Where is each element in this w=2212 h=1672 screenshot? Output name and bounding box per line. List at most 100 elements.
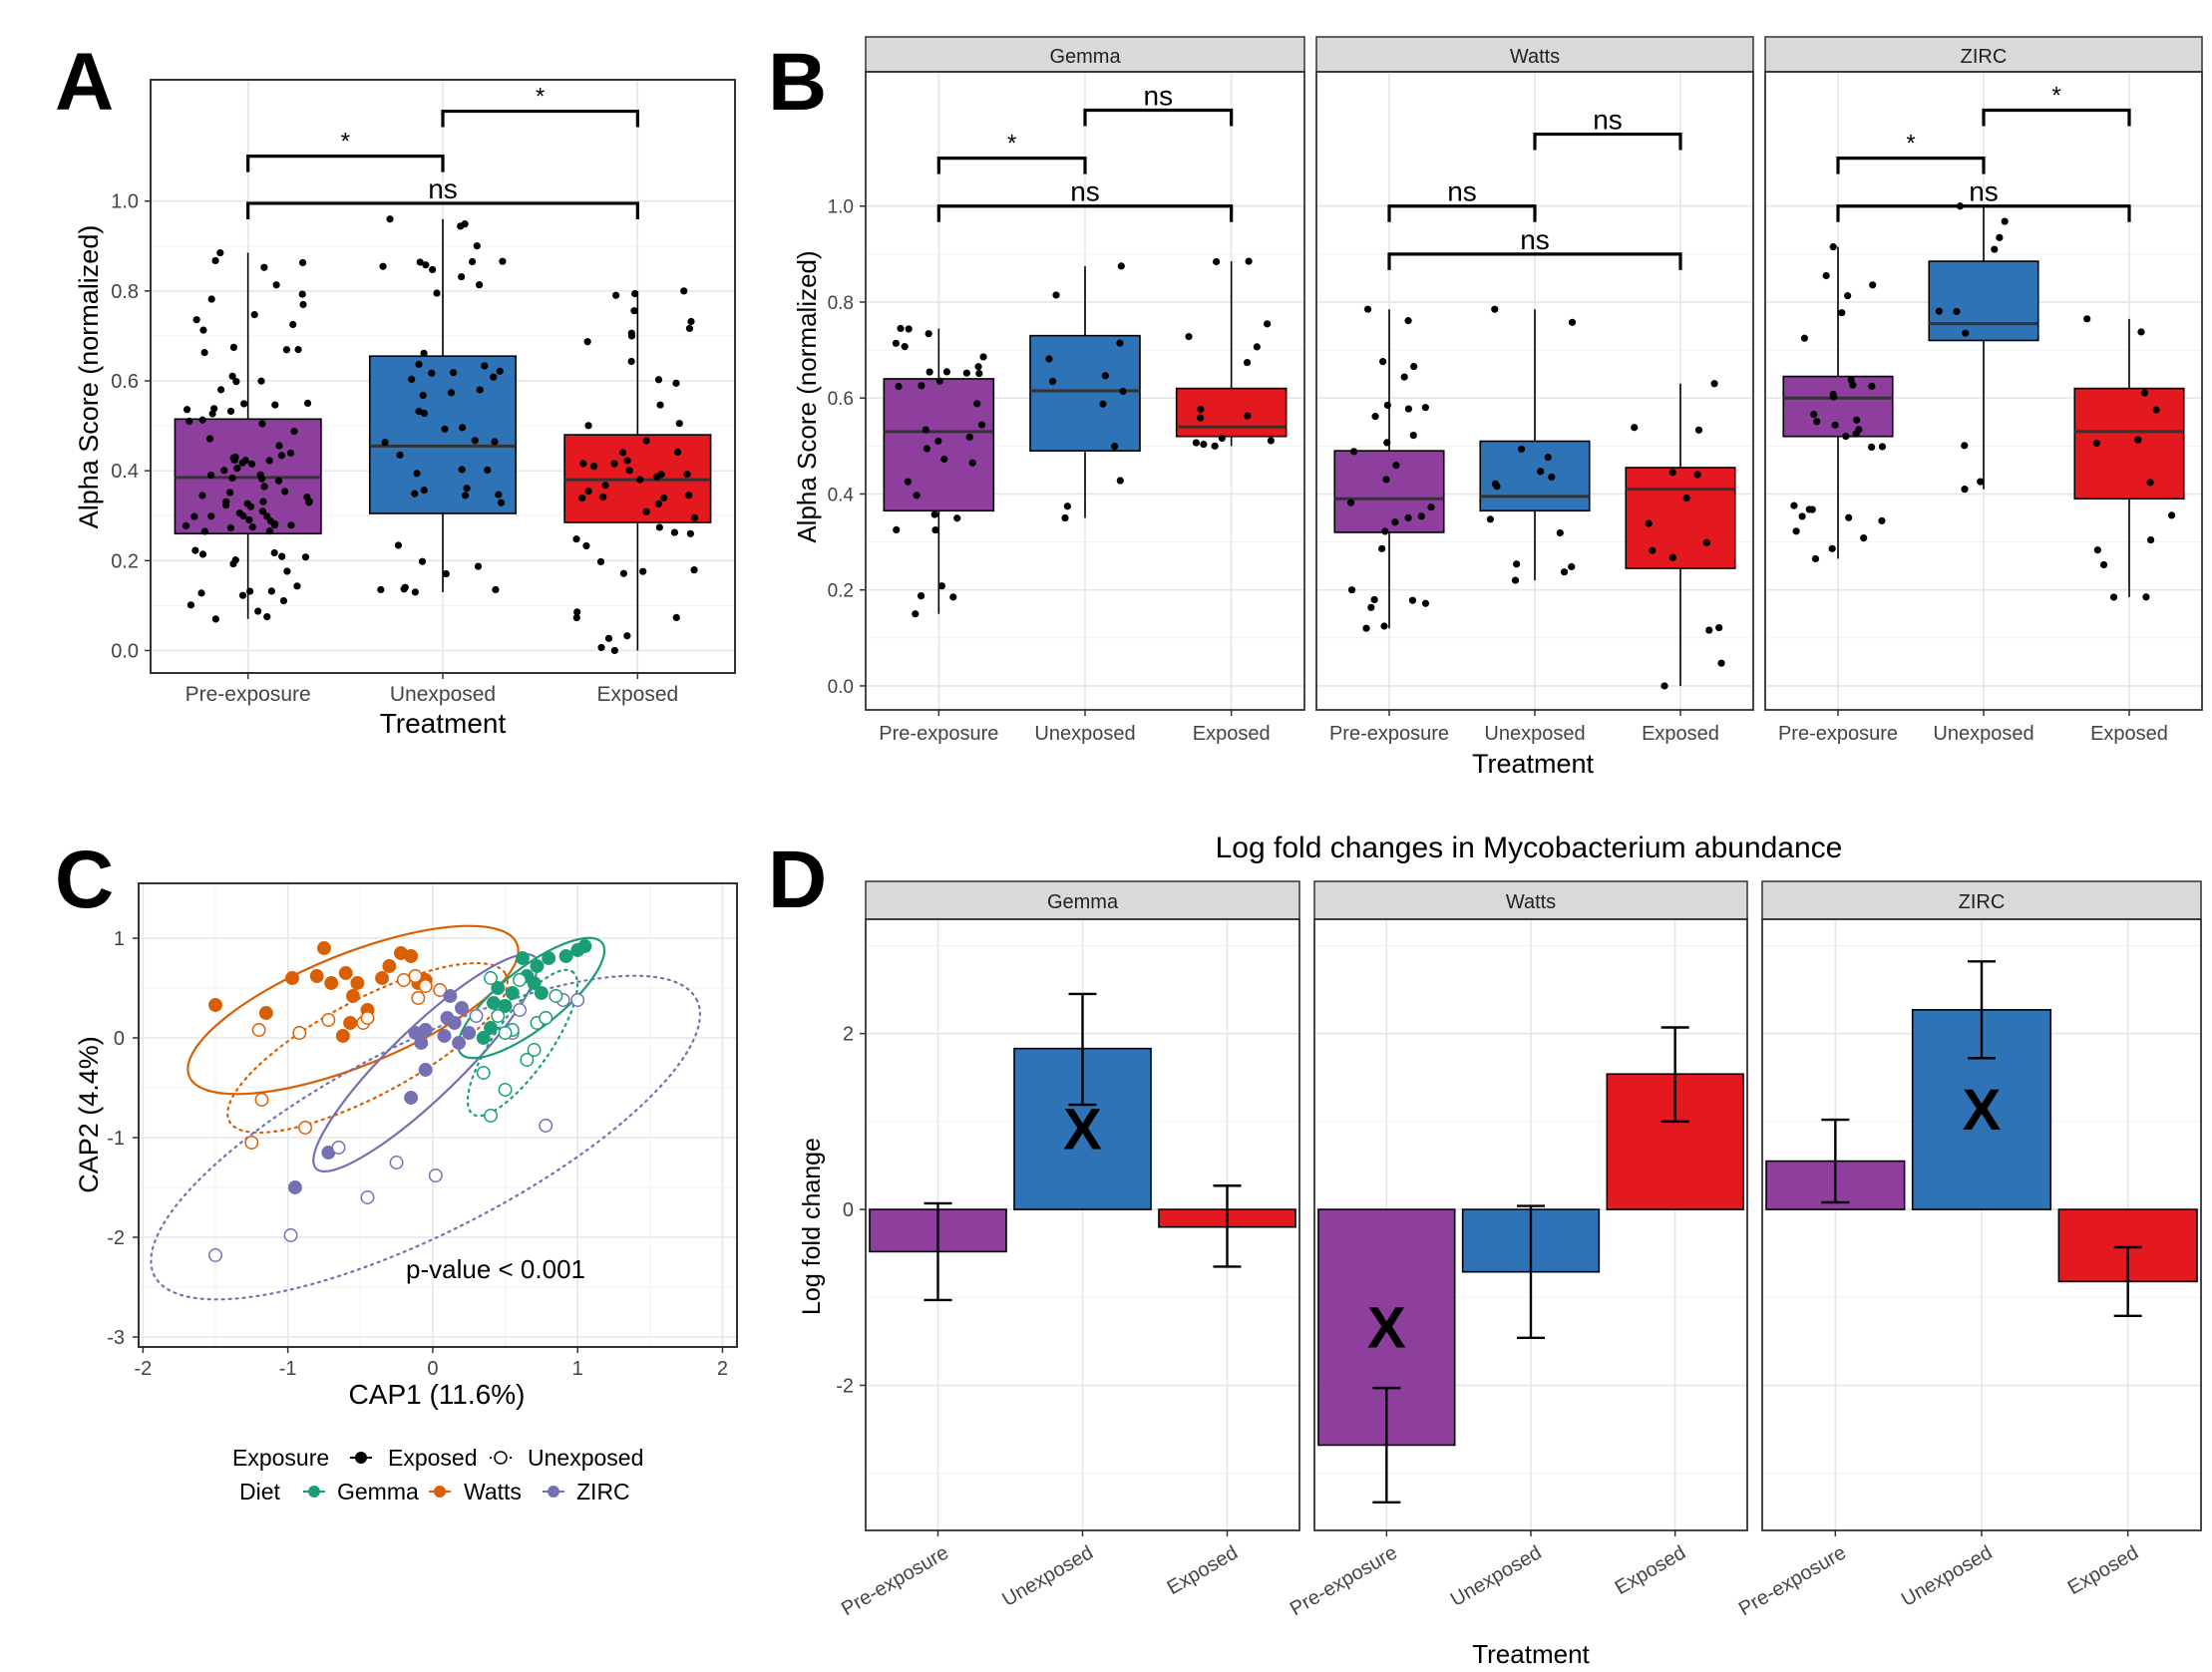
data-point: [221, 502, 230, 509]
data-point: [1392, 462, 1400, 470]
data-point: [1409, 432, 1417, 440]
scatter-point-gemma: [476, 1031, 491, 1045]
data-point: [458, 424, 467, 432]
facet-points: [1790, 202, 2176, 601]
data-point: [895, 382, 903, 391]
data-point: [396, 451, 404, 459]
significance-label: ns: [428, 173, 458, 204]
data-point: [247, 460, 256, 468]
data-point: [259, 498, 267, 505]
data-point: [468, 257, 477, 266]
data-point: [653, 473, 661, 481]
data-point: [660, 494, 668, 502]
data-point: [245, 515, 253, 524]
data-point: [277, 452, 286, 460]
scatter-point-zirc: [539, 1119, 553, 1133]
panel-c-x-ticks: -2 -1 0 1 2: [134, 1347, 728, 1380]
data-point: [298, 258, 307, 267]
y-tick-label: 0: [843, 1199, 854, 1221]
y-tick-label: 0.4: [828, 485, 855, 505]
data-point: [1694, 426, 1703, 434]
data-point: [1844, 292, 1852, 300]
data-point: [690, 513, 699, 521]
panel-a-points: [182, 215, 699, 655]
data-point: [299, 300, 307, 309]
data-point: [217, 386, 225, 394]
data-point: [1117, 262, 1125, 270]
data-point: [584, 488, 592, 496]
x-tick-label: Unexposed: [1898, 1541, 1997, 1611]
data-point: [1790, 502, 1798, 509]
data-point: [1878, 443, 1887, 451]
scatter-point-watts: [360, 1011, 375, 1025]
data-point: [377, 585, 385, 594]
data-point: [940, 455, 948, 464]
data-point: [240, 400, 248, 408]
data-point: [572, 535, 580, 543]
data-point: [1185, 333, 1193, 341]
scatter-point-watts: [350, 976, 365, 990]
scatter-point-watts: [408, 969, 423, 983]
panel-c-y-axis-label: CAP2 (4.4%): [74, 1036, 104, 1193]
data-point: [619, 569, 627, 577]
data-point: [303, 399, 312, 408]
data-point: [2147, 535, 2155, 544]
data-point: [2137, 328, 2145, 336]
data-point: [1116, 339, 1124, 347]
data-point: [1400, 373, 1408, 381]
data-point: [1517, 445, 1526, 453]
facet-strip: [1761, 880, 2202, 920]
panel-d-facets: Gemma X Pre-exposure Unexposed Exposed Watts X…: [838, 880, 2202, 1620]
y-tick-label: -1: [107, 1128, 125, 1150]
data-point: [461, 492, 470, 500]
y-tick-label: 2: [843, 1024, 854, 1046]
data-point: [1867, 443, 1876, 452]
facet-comparisons: ns ns ns: [1387, 105, 1682, 270]
data-point: [1798, 512, 1806, 520]
data-point: [226, 407, 235, 416]
data-point: [578, 494, 586, 502]
scatter-point-watts: [292, 1026, 307, 1040]
panel-letter-a: A: [55, 37, 114, 128]
data-point: [207, 471, 215, 480]
scatter-point-gemma: [558, 949, 573, 963]
x-tick-label: Unexposed: [1933, 723, 2033, 745]
y-tick-label: -2: [107, 1227, 125, 1249]
facet-strip-label: Gemma: [1049, 46, 1121, 68]
data-point: [447, 389, 456, 397]
x-tick-label: Pre-exposure: [1287, 1541, 1401, 1620]
x-tick-label: Exposed: [1193, 723, 1271, 745]
confidence-ellipse-zirc-unexposed: [150, 974, 701, 1301]
data-point: [441, 425, 449, 433]
panel-letter-c: C: [55, 835, 114, 925]
data-point: [1099, 400, 1107, 408]
data-point: [211, 615, 219, 623]
data-point: [1977, 478, 1985, 486]
data-point: [912, 610, 920, 618]
data-point: [1243, 358, 1252, 367]
data-point: [401, 583, 409, 591]
data-point: [1370, 595, 1378, 604]
significance-label: ns: [1593, 105, 1623, 136]
confidence-ellipse-zirc-exposed: [312, 952, 540, 1173]
significance-label: *: [2051, 82, 2060, 109]
data-point: [1845, 513, 1853, 521]
data-point: [1197, 405, 1205, 414]
facet-strip: [1315, 36, 1754, 73]
scatter-point-gemma: [542, 951, 556, 965]
facet-boxes: [1782, 205, 2185, 597]
data-point: [293, 582, 301, 590]
data-point: [1491, 480, 1499, 488]
data-point: [461, 220, 469, 228]
panel-a-y-axis-label: Alpha Score (normalized): [74, 225, 104, 529]
data-point: [1404, 317, 1412, 325]
facet-strip-label: ZIRC: [1959, 891, 2006, 913]
x-tick-label: Exposed: [1642, 723, 1719, 745]
significance-label: ns: [1070, 176, 1100, 207]
data-point: [925, 368, 933, 376]
data-point: [499, 257, 507, 265]
significance-bracket: [1836, 204, 2131, 222]
data-point: [290, 427, 298, 436]
bar-mark-label: X: [1963, 1078, 2002, 1143]
data-point: [1810, 410, 1818, 419]
